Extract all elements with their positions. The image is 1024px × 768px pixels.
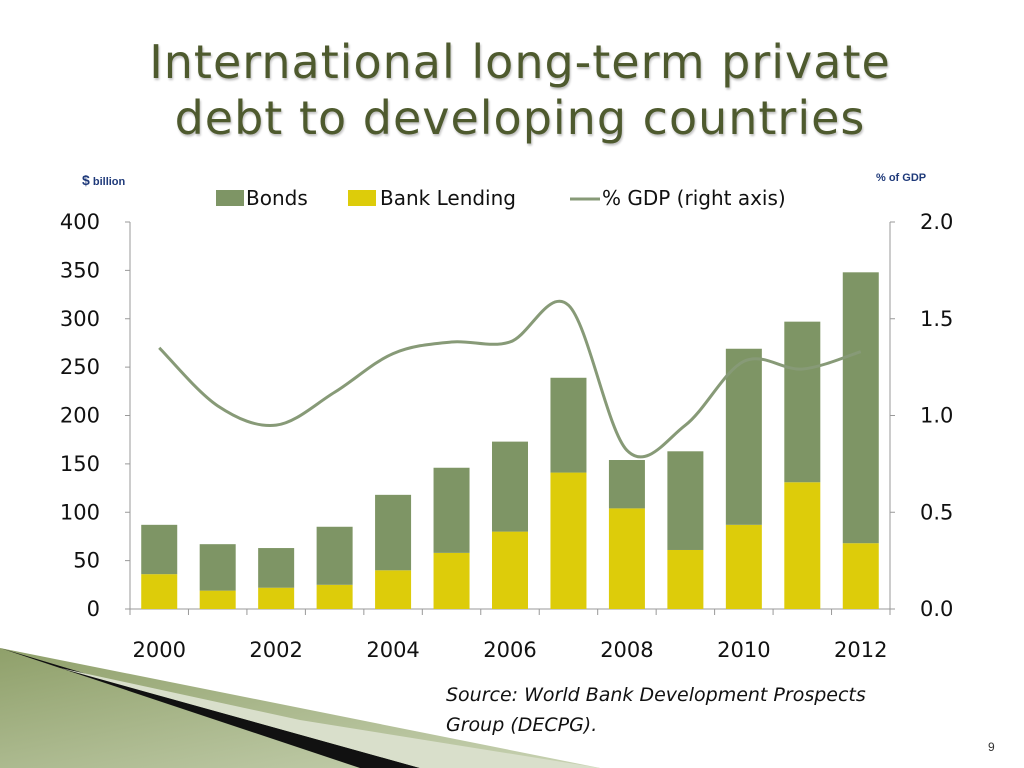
left-axis-unit-symbol: $ bbox=[82, 172, 90, 188]
left-tick-label: 350 bbox=[60, 258, 100, 282]
left-tick-label: 250 bbox=[60, 355, 100, 379]
bank-lending-bar bbox=[141, 574, 178, 609]
legend-label-gdp: % GDP (right axis) bbox=[602, 186, 786, 210]
page-number: 9 bbox=[988, 740, 995, 754]
title-line-1: International long-term private bbox=[149, 35, 891, 89]
legend-label-bonds: Bonds bbox=[246, 186, 308, 210]
bonds-bar bbox=[550, 377, 587, 473]
bank-lending-bar bbox=[550, 472, 587, 609]
bonds-bar bbox=[141, 524, 178, 575]
bank-lending-bar bbox=[316, 584, 353, 609]
bonds-bar bbox=[725, 348, 762, 525]
bank-lending-bar bbox=[258, 587, 295, 609]
bonds-bar bbox=[199, 544, 236, 591]
right-tick-label: 2.0 bbox=[920, 210, 953, 234]
left-axis-unit-text: billion bbox=[92, 176, 126, 188]
legend-swatch-bank-lending bbox=[348, 190, 376, 206]
title-line-2: debt to developing countries bbox=[174, 91, 866, 145]
x-tick-label: 2000 bbox=[133, 638, 186, 662]
bonds-bar bbox=[433, 467, 470, 553]
right-tick-label: 1.0 bbox=[920, 404, 953, 428]
bank-lending-bar bbox=[375, 570, 412, 609]
legend-label-bank-lending: Bank Lending bbox=[380, 186, 516, 210]
bonds-bar bbox=[784, 321, 821, 483]
slide-title: International long-term private debt to … bbox=[80, 34, 960, 146]
bonds-bar bbox=[492, 441, 528, 532]
left-tick-label: 0 bbox=[87, 597, 100, 621]
bank-lending-bar bbox=[784, 482, 821, 609]
right-tick-label: 0.0 bbox=[920, 597, 953, 621]
left-tick-label: 50 bbox=[73, 549, 100, 573]
bank-lending-bar bbox=[492, 531, 528, 609]
left-tick-label: 200 bbox=[60, 404, 100, 428]
gdp-line bbox=[158, 300, 862, 459]
bonds-bar bbox=[608, 460, 645, 509]
right-axis-unit: % of GDP bbox=[876, 172, 927, 184]
bank-lending-bar bbox=[667, 549, 704, 609]
left-tick-label: 100 bbox=[60, 500, 100, 524]
left-tick-label: 400 bbox=[60, 210, 100, 234]
left-tick-label: 150 bbox=[60, 452, 100, 476]
left-tick-label: 300 bbox=[60, 307, 100, 331]
bonds-bar bbox=[667, 451, 704, 550]
bonds-bar bbox=[375, 494, 412, 571]
bonds-bar bbox=[316, 526, 353, 585]
bank-lending-bar bbox=[199, 590, 236, 609]
x-tick-label: 2004 bbox=[366, 638, 419, 662]
bank-lending-bar bbox=[433, 552, 470, 609]
right-tick-label: 1.5 bbox=[920, 307, 953, 331]
x-tick-label: 2012 bbox=[834, 638, 887, 662]
bank-lending-bar bbox=[608, 508, 645, 609]
left-axis-unit: $ billion bbox=[82, 172, 125, 188]
x-tick-label: 2010 bbox=[717, 638, 770, 662]
right-tick-label: 0.5 bbox=[920, 500, 953, 524]
bank-lending-bar bbox=[725, 524, 762, 609]
bonds-bar bbox=[258, 548, 295, 588]
x-tick-label: 2008 bbox=[600, 638, 653, 662]
source-note: Source: World Bank Development Prospects… bbox=[446, 684, 866, 736]
legend-swatch-bonds bbox=[216, 190, 244, 206]
x-tick-label: 2006 bbox=[483, 638, 536, 662]
bank-lending-bar bbox=[842, 543, 879, 609]
x-tick-label: 2002 bbox=[249, 638, 302, 662]
bonds-bar bbox=[842, 272, 879, 544]
